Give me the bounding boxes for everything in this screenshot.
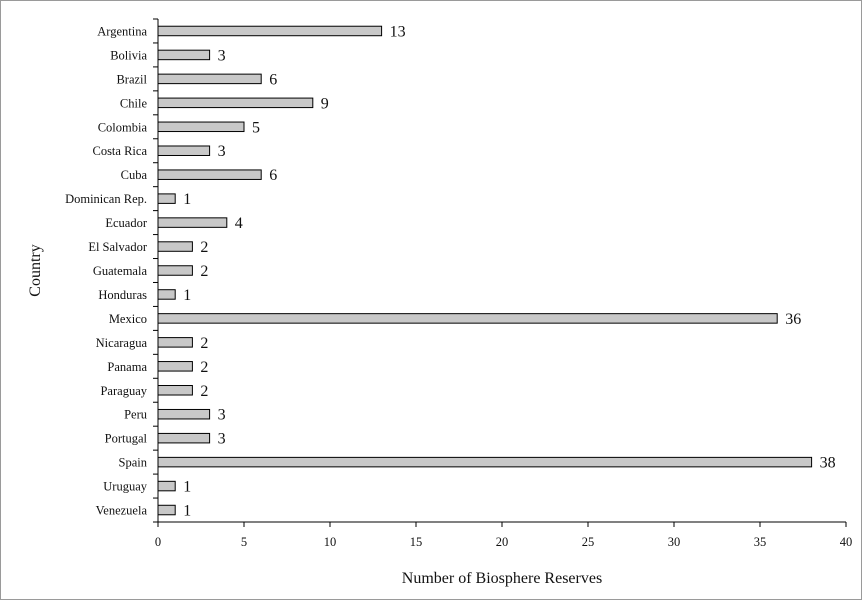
- category-label: Mexico: [109, 312, 147, 326]
- data-label: 3: [218, 47, 226, 64]
- category-label: Costa Rica: [92, 144, 147, 158]
- axes-layer: [157, 19, 846, 523]
- x-tick-label: 40: [840, 535, 853, 549]
- x-tick-label: 25: [582, 535, 595, 549]
- category-label: Brazil: [116, 72, 147, 86]
- category-label: Honduras: [98, 288, 147, 302]
- data-label: 1: [183, 503, 191, 520]
- bar-mexico: [157, 313, 778, 324]
- category-label: Uruguay: [103, 480, 147, 494]
- bar-panama: [157, 361, 193, 372]
- bar-uruguay: [157, 480, 176, 492]
- category-label: Nicaragua: [96, 336, 148, 350]
- bar-cuba: [157, 169, 262, 180]
- category-label: Dominican Rep.: [65, 192, 147, 206]
- x-axis-title: Number of Biosphere Reserves: [402, 570, 602, 587]
- data-label: 38: [820, 455, 836, 472]
- category-label: Portugal: [105, 432, 148, 446]
- data-label: 2: [200, 239, 208, 256]
- x-tick-label: 5: [241, 535, 247, 549]
- bar-dominican-rep: [157, 193, 176, 204]
- data-label: 9: [321, 95, 329, 112]
- bar-chile: [157, 97, 314, 109]
- category-label: Argentina: [97, 24, 147, 38]
- data-label: 2: [200, 359, 208, 376]
- category-label: Cuba: [121, 168, 148, 182]
- data-label: 36: [785, 311, 801, 328]
- x-tick-label: 30: [668, 535, 681, 549]
- data-label: 3: [218, 407, 226, 424]
- data-label: 1: [183, 191, 191, 208]
- x-tick-label: 0: [155, 535, 161, 549]
- category-label: Spain: [119, 456, 148, 470]
- x-tick-label: 35: [754, 535, 767, 549]
- category-label: El Salvador: [88, 240, 148, 254]
- bars-layer: [153, 18, 847, 527]
- bar-bolivia: [157, 49, 211, 61]
- data-label: 1: [183, 287, 191, 304]
- bar-ecuador: [157, 217, 228, 228]
- bar-portugal: [157, 432, 211, 444]
- y-axis-title: Country: [27, 244, 44, 296]
- category-label: Guatemala: [93, 264, 148, 278]
- category-label: Paraguay: [100, 384, 147, 398]
- data-label: 2: [200, 335, 208, 352]
- data-label: 2: [200, 383, 208, 400]
- bar-brazil: [157, 73, 262, 85]
- category-label: Panama: [107, 360, 147, 374]
- category-label: Chile: [120, 96, 148, 110]
- bar-argentina: [157, 25, 383, 37]
- bar-venezuela: [157, 504, 176, 516]
- bar-guatemala: [157, 265, 193, 276]
- data-label: 3: [218, 431, 226, 448]
- x-tick-label: 15: [410, 535, 423, 549]
- x-tick-label: 20: [496, 535, 509, 549]
- data-label: 6: [269, 167, 277, 184]
- bar-costa-rica: [157, 145, 211, 156]
- category-label: Bolivia: [110, 48, 147, 62]
- data-label: 5: [252, 119, 260, 136]
- data-label: 4: [235, 215, 243, 232]
- bar-spain: [157, 456, 813, 468]
- data-label: 6: [269, 71, 277, 88]
- bar-nicaragua: [157, 337, 193, 348]
- category-label: Ecuador: [105, 216, 147, 230]
- data-label: 13: [390, 23, 406, 40]
- data-label: 2: [200, 263, 208, 280]
- bar-colombia: [157, 121, 245, 133]
- data-label: 1: [183, 479, 191, 496]
- bar-peru: [157, 408, 211, 420]
- category-label: Peru: [124, 408, 148, 422]
- bar-el-salvador: [157, 241, 193, 252]
- category-label: Venezuela: [96, 504, 148, 518]
- x-tick-label: 10: [324, 535, 337, 549]
- category-label: Colombia: [98, 120, 148, 134]
- bar-honduras: [157, 289, 176, 300]
- bar-paraguay: [157, 385, 193, 396]
- data-label: 3: [218, 143, 226, 160]
